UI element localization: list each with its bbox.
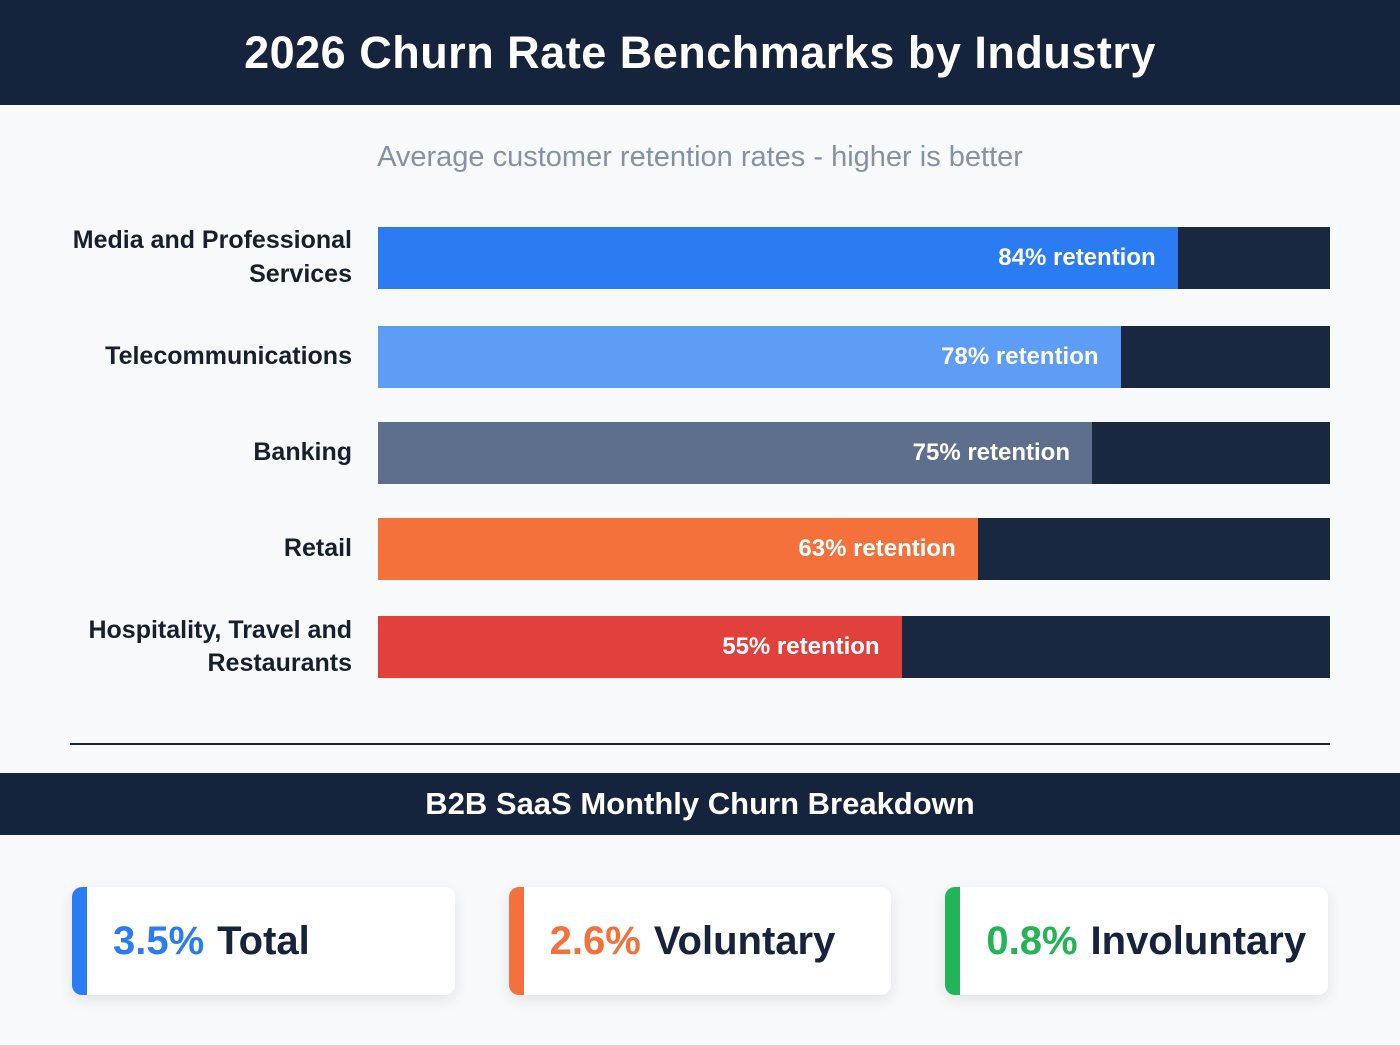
chart-subtitle: Average customer retention rates - highe… [377,141,1023,173]
churn-stats: 3.5% Total 2.6% Voluntary 0.8% Involunta… [72,887,1329,995]
bar-track: 55% retention [378,616,1330,679]
bar-value-label: 75% retention [912,438,1070,466]
chart-row: Retail 63% retention [70,517,1330,580]
stat-value: 2.6% [549,918,641,963]
bar: 63% retention [378,517,978,580]
category-label: Retail [283,533,352,562]
stat-card-body: 3.5% Total [87,887,310,995]
bar-value-label: 84% retention [998,243,1156,271]
category-label: Media and Professional Services [72,226,352,288]
stat-accent-bar [945,887,961,995]
stat-card-body: 0.8% Involuntary [960,887,1306,995]
stat-card-body: 2.6% Voluntary [524,887,836,995]
stat-accent-bar [72,887,87,995]
bar-track: 75% retention [378,421,1330,484]
bar: 78% retention [378,325,1121,388]
stat-card-voluntary: 2.6% Voluntary [508,887,892,995]
stat-label: Total [217,918,310,963]
bar: 55% retention [378,616,902,679]
chart-row: Hospitality, Travel and Restaurants 55% … [70,614,1330,682]
category-label: Hospitality, Travel and Restaurants [88,615,352,678]
bar: 84% retention [378,226,1178,289]
chart-row: Banking 75% retention [70,421,1330,484]
section-divider [70,743,1330,745]
page-title: 2026 Churn Rate Benchmarks by Industry [244,26,1156,78]
stat-value: 0.8% [986,918,1078,963]
stat-card-involuntary: 0.8% Involuntary [945,887,1329,995]
bar-value-label: 55% retention [722,633,880,661]
category-label: Telecommunications [105,341,352,370]
section-band: B2B SaaS Monthly Churn Breakdown [0,773,1400,835]
bar-track: 84% retention [378,226,1330,289]
stat-card-total: 3.5% Total [72,887,455,995]
page-header: 2026 Churn Rate Benchmarks by Industry [0,0,1400,105]
bar: 75% retention [378,421,1092,484]
bar-value-label: 63% retention [798,534,956,562]
bar-track: 63% retention [378,517,1330,580]
stat-label: Voluntary [653,918,836,963]
chart-row: Telecommunications 78% retention [70,325,1330,388]
bar-track: 78% retention [378,325,1330,388]
retention-bar-chart: Media and Professional Services 84% rete… [70,224,1330,681]
stat-label: Involuntary [1090,918,1307,963]
bar-value-label: 78% retention [941,342,1099,370]
stat-accent-bar [508,887,524,995]
chart-row: Media and Professional Services 84% rete… [70,224,1330,292]
section-title: B2B SaaS Monthly Churn Breakdown [425,786,975,821]
category-label: Banking [253,437,352,466]
stat-value: 3.5% [113,918,205,963]
